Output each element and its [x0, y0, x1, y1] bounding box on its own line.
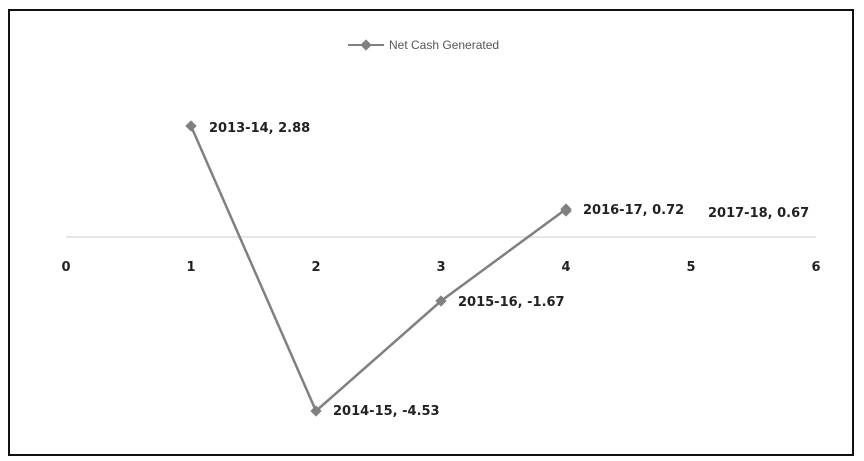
data-label-1: 2014-15, -4.53 — [333, 404, 440, 419]
data-marker-0 — [185, 120, 196, 131]
x-tick-label-5: 5 — [686, 260, 695, 275]
series-line-net-cash-generated — [191, 126, 566, 411]
legend: Net Cash Generated — [348, 38, 499, 52]
x-tick-label-6: 6 — [811, 260, 820, 275]
x-tick-label-1: 1 — [186, 260, 195, 275]
x-tick-label-2: 2 — [311, 260, 320, 275]
x-tick-labels: 0 1 2 3 4 5 6 — [61, 260, 820, 275]
data-label-3: 2016-17, 0.72 — [583, 203, 684, 218]
x-tick-label-3: 3 — [436, 260, 445, 275]
data-label-2: 2015-16, -1.67 — [458, 295, 565, 310]
x-tick-label-4: 4 — [561, 260, 570, 275]
legend-label: Net Cash Generated — [389, 38, 499, 52]
data-markers — [185, 120, 571, 416]
x-tick-label-0: 0 — [61, 260, 70, 275]
data-marker-4 — [560, 205, 571, 216]
legend-marker — [360, 39, 371, 50]
data-label-0: 2013-14, 2.88 — [209, 121, 310, 136]
data-label-4: 2017-18, 0.67 — [708, 206, 809, 221]
